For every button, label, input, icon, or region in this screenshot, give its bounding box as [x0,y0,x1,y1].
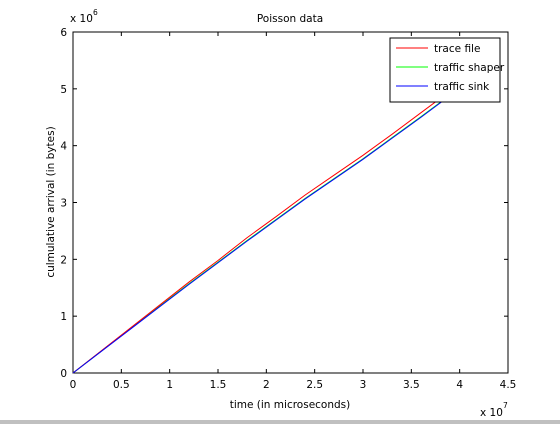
x-axis-label: time (in microseconds) [230,399,351,411]
legend-label: traffic shaper [434,62,505,74]
x-tick-label: 4 [456,379,463,391]
series-line-trace-file [72,82,460,374]
x-tick-label: 1 [166,379,173,391]
x-tick-label: 0.5 [113,379,130,391]
x-multiplier: x 10 [480,407,503,419]
y-tick-label: 4 [60,141,67,153]
y-tick-label: 1 [60,311,67,323]
x-axis-ticks: 0 0.5 1 1.5 2 2.5 3 3.5 4 4.5 [70,32,517,391]
series-line-traffic-sink [72,87,460,374]
x-tick-label: 1.5 [210,379,227,391]
y-tick-label: 0 [60,368,67,380]
y-axis-ticks: 0 1 2 3 4 5 6 [60,27,508,380]
y-tick-label: 5 [60,84,67,96]
x-tick-label: 3.5 [403,379,420,391]
y-tick-label: 6 [60,27,67,39]
legend-label: traffic sink [434,81,490,93]
y-tick-label: 3 [60,198,67,210]
series-lines [72,82,460,374]
legend: trace file traffic shaper traffic sink [389,37,505,103]
x-tick-label: 3 [360,379,367,391]
chart-title: Poisson data [257,13,323,25]
x-tick-label: 2.5 [306,379,323,391]
legend-box [389,37,501,103]
x-tick-label: 4.5 [500,379,517,391]
y-axis-label: culmulative arrival (in bytes) [45,126,57,277]
legend-label: trace file [434,43,480,55]
x-tick-label: 2 [263,379,270,391]
y-tick-label: 2 [60,254,67,266]
y-multiplier: x 10 [70,13,93,25]
x-tick-label: 0 [70,379,77,391]
y-multiplier-exponent: 6 [93,8,98,17]
x-multiplier-exponent: 7 [503,401,508,410]
